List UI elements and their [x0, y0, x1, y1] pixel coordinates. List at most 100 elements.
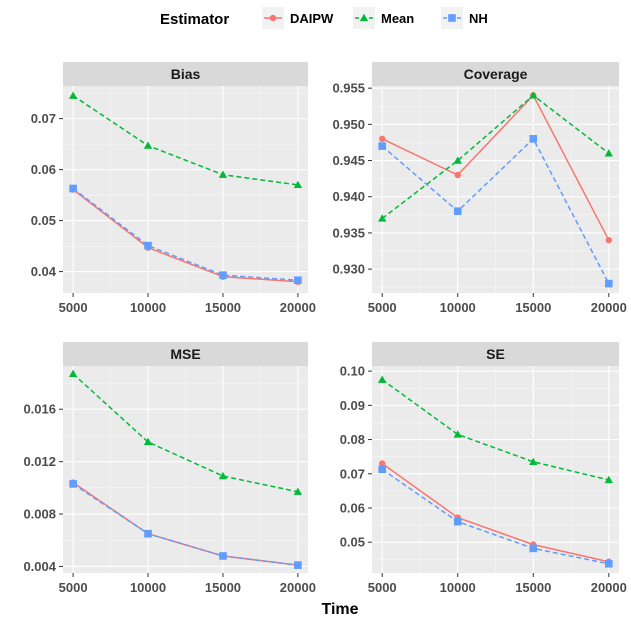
- data-point-nh: [219, 271, 227, 279]
- data-point-mean: [604, 475, 614, 484]
- x-tick-label: 15000: [515, 300, 551, 315]
- y-tick-label: 0.945: [332, 153, 365, 168]
- y-tick-label: 0.04: [31, 264, 57, 279]
- legend: Estimator DAIPW Mean NH: [160, 7, 488, 29]
- data-point-mean: [529, 457, 538, 465]
- y-tick-label: 0.955: [332, 81, 365, 96]
- x-tick-label: 15000: [515, 580, 551, 595]
- series-line-mean: [72, 373, 299, 493]
- data-point-nh: [529, 135, 538, 143]
- x-tick-label: 20000: [591, 580, 627, 595]
- x-tick-label: 20000: [280, 300, 316, 315]
- y-tick-label: 0.07: [340, 466, 365, 481]
- series-line-daipw: [72, 188, 298, 283]
- facet-strip: [63, 342, 308, 366]
- legend-item-nh: NH: [441, 7, 488, 29]
- y-tick-label: 0.08: [340, 432, 365, 447]
- data-point-mean: [293, 180, 303, 189]
- data-point-nh: [144, 529, 152, 538]
- facet-strip: [372, 62, 619, 86]
- panel-bias: Bias 0.04 0.05 0.06 0.07 5000 10000 15000 20000: [31, 62, 316, 315]
- legend-title: Estimator: [160, 11, 229, 28]
- y-tick-label: 0.06: [31, 162, 56, 177]
- data-point-mean: [529, 91, 538, 99]
- series-line-mean: [381, 379, 609, 481]
- data-point-mean: [604, 149, 614, 157]
- panel-se: SE 0.05 0.06 0.07 0.08 0.09 0.10 5000 10000 15000…: [340, 342, 627, 595]
- data-point-nh: [144, 241, 152, 250]
- y-tick-label: 0.06: [340, 500, 365, 515]
- facet-title: Bias: [171, 66, 201, 82]
- legend-label: Mean: [381, 11, 414, 26]
- x-tick-label: 10000: [130, 580, 166, 595]
- x-tick-label: 5000: [368, 300, 397, 315]
- x-tick-label: 15000: [205, 580, 241, 595]
- data-point-mean: [377, 375, 387, 383]
- y-tick-label: 0.012: [23, 454, 56, 469]
- y-tick-label: 0.935: [332, 225, 365, 240]
- data-point-daipw: [378, 460, 386, 467]
- y-tick-label: 0.950: [332, 117, 365, 132]
- data-point-mean: [143, 437, 153, 446]
- data-point-nh: [69, 184, 77, 193]
- panel-mse: MSE 0.004 0.008 0.012 0.016 5000 10000 15000 200…: [23, 342, 316, 595]
- series-line-nh: [381, 468, 609, 565]
- series-line-daipw: [381, 94, 610, 241]
- facet-strip: [63, 62, 308, 86]
- data-point-nh: [294, 276, 302, 285]
- x-tick-label: 5000: [368, 580, 397, 595]
- x-tick-label: 20000: [591, 300, 627, 315]
- data-point-nh: [69, 480, 77, 488]
- legend-key-marker: [269, 14, 277, 22]
- data-point-mean: [143, 141, 153, 149]
- y-tick-label: 0.10: [340, 364, 365, 379]
- x-tick-label: 10000: [130, 300, 166, 315]
- panel-coverage: Coverage 0.930 0.935 0.940 0.945 0.950 0.955 50…: [332, 62, 627, 315]
- facet-title: MSE: [170, 346, 200, 362]
- series-line-daipw: [381, 462, 609, 563]
- data-point-mean: [218, 170, 228, 178]
- y-tick-label: 0.09: [340, 398, 365, 413]
- y-tick-label: 0.05: [340, 535, 365, 550]
- data-point-daipw: [378, 135, 386, 143]
- data-point-nh: [378, 465, 386, 474]
- legend-key-marker: [448, 14, 456, 22]
- legend-key-marker: [359, 13, 369, 22]
- x-tick-label: 5000: [59, 580, 88, 595]
- data-point-mean: [293, 487, 303, 495]
- y-tick-label: 0.004: [23, 559, 56, 574]
- x-tick-label: 15000: [205, 300, 241, 315]
- x-tick-label: 10000: [440, 300, 476, 315]
- data-point-mean: [453, 156, 462, 164]
- data-point-nh: [529, 544, 538, 553]
- legend-label: DAIPW: [290, 11, 334, 26]
- data-point-mean: [377, 214, 387, 222]
- facet-title: Coverage: [464, 66, 528, 82]
- legend-item-mean: Mean: [353, 7, 414, 29]
- x-tick-label: 20000: [280, 580, 316, 595]
- data-point-nh: [605, 559, 613, 568]
- data-point-nh: [605, 279, 613, 288]
- data-point-mean: [453, 430, 462, 438]
- y-tick-label: 0.930: [332, 262, 365, 277]
- y-tick-label: 0.940: [332, 189, 365, 204]
- data-point-nh: [219, 552, 227, 560]
- y-tick-label: 0.008: [23, 507, 56, 522]
- facet-strip: [372, 342, 619, 366]
- facet-title: SE: [486, 346, 505, 362]
- data-point-daipw: [454, 171, 461, 179]
- series-line-nh: [72, 187, 298, 282]
- legend-item-daipw: DAIPW: [262, 7, 334, 29]
- data-point-nh: [453, 207, 462, 216]
- legend-label: NH: [469, 11, 488, 26]
- data-point-mean: [68, 369, 78, 378]
- series-line-mean: [381, 94, 610, 220]
- y-tick-label: 0.05: [31, 213, 56, 228]
- x-axis-title: Time: [321, 601, 358, 618]
- data-point-mean: [68, 91, 78, 99]
- series-line-nh: [72, 483, 298, 566]
- data-point-nh: [294, 561, 302, 569]
- y-tick-label: 0.016: [23, 402, 56, 417]
- series-line-nh: [381, 137, 610, 284]
- series-line-mean: [72, 95, 298, 186]
